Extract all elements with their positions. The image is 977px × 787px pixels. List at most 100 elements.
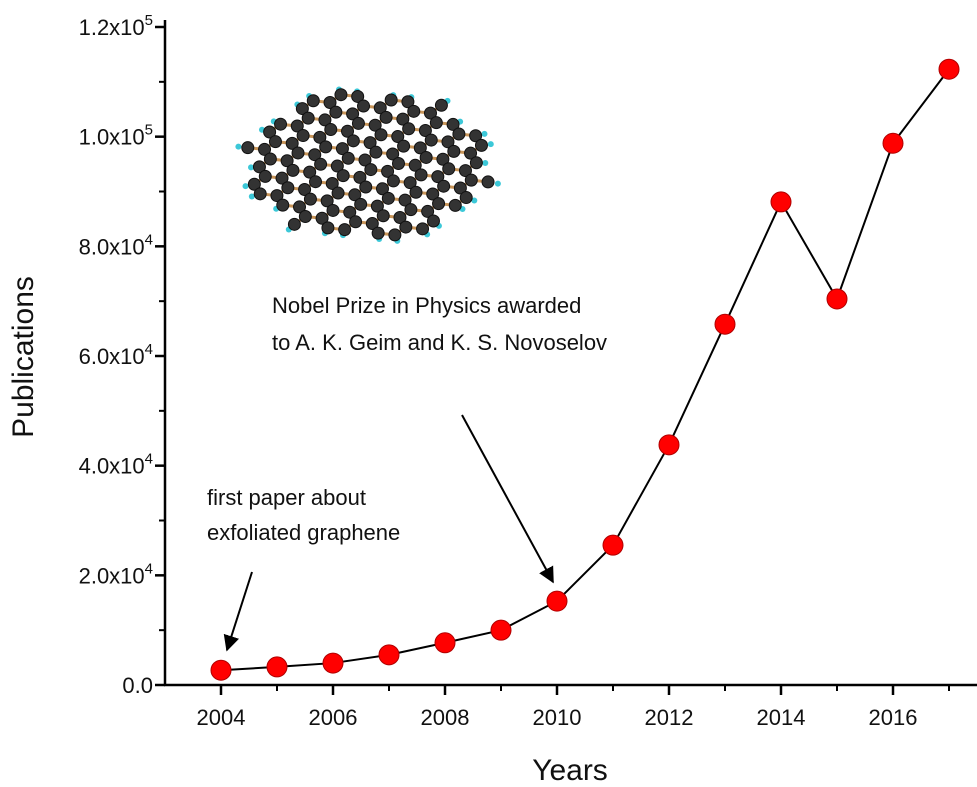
atom	[389, 229, 401, 241]
atom	[470, 157, 482, 169]
atom	[337, 170, 349, 182]
y-tick-exponent: 4	[145, 231, 153, 248]
atom	[330, 106, 342, 118]
atom	[275, 118, 287, 130]
x-axis-title: Years	[532, 754, 608, 787]
y-tick-label: 2.0x104	[79, 560, 153, 588]
y-tick-exponent: 4	[145, 341, 153, 358]
hydrogen	[495, 181, 501, 187]
x-tick-label: 2012	[645, 705, 694, 730]
y-tick-label: 8.0x104	[79, 231, 153, 259]
chart: Publications Years first paper about exf…	[0, 0, 977, 787]
atom	[350, 216, 362, 228]
atom	[372, 227, 384, 239]
atom	[392, 158, 404, 170]
atom	[427, 215, 439, 227]
atom	[297, 130, 309, 142]
atom	[269, 136, 281, 148]
atom	[254, 188, 266, 200]
x-tick-label: 2008	[421, 705, 470, 730]
atom	[327, 204, 339, 216]
atom	[420, 151, 432, 163]
y-tick-label: 0.0	[122, 673, 153, 698]
data-point	[715, 314, 735, 334]
data-line	[221, 69, 949, 670]
annotation: first paper about	[207, 485, 366, 510]
hydrogen	[488, 141, 494, 147]
annotation-arrow	[462, 415, 553, 582]
atom	[448, 145, 460, 157]
atom	[408, 105, 420, 117]
data-point	[771, 192, 791, 212]
y-tick-mantissa: 6.0x10	[79, 344, 145, 369]
annotation: Nobel Prize in Physics awarded	[272, 293, 581, 318]
atom	[435, 99, 447, 111]
y-tick-exponent: 4	[145, 451, 153, 468]
hydrogen	[243, 183, 249, 189]
data-point	[883, 133, 903, 153]
hydrogen	[235, 144, 241, 150]
data-point	[267, 657, 287, 677]
atom	[259, 170, 271, 182]
y-tick-exponent: 5	[145, 12, 153, 29]
atom	[425, 134, 437, 146]
atom	[332, 187, 344, 199]
data-point	[827, 289, 847, 309]
atom	[417, 223, 429, 235]
x-tick-label: 2004	[197, 705, 246, 730]
atom	[282, 182, 294, 194]
y-tick-exponent: 5	[145, 122, 153, 139]
graphene-illustration	[235, 86, 500, 243]
data-point	[939, 59, 959, 79]
atom	[405, 204, 417, 216]
atom	[299, 211, 311, 223]
atom	[288, 218, 300, 230]
x-tick-label: 2006	[309, 705, 358, 730]
data-point	[323, 653, 343, 673]
y-tick-label: 6.0x104	[79, 341, 153, 369]
atom	[352, 117, 364, 129]
annotation-arrow	[227, 572, 252, 650]
atom	[460, 192, 472, 204]
atom	[292, 147, 304, 159]
atom	[264, 153, 276, 165]
atom	[403, 123, 415, 135]
atom	[358, 100, 370, 112]
atom	[315, 158, 327, 170]
atom	[347, 135, 359, 147]
atom	[302, 112, 314, 124]
atom	[277, 199, 289, 211]
atom	[380, 111, 392, 123]
hydrogen	[481, 131, 487, 137]
page: Publications Years first paper about exf…	[0, 0, 977, 787]
atom	[387, 175, 399, 187]
data-point	[547, 591, 567, 611]
y-tick-label: 4.0x104	[79, 451, 153, 479]
atom	[443, 163, 455, 175]
atom	[335, 89, 347, 101]
atom	[385, 94, 397, 106]
data-point	[435, 633, 455, 653]
atom	[382, 192, 394, 204]
atom	[465, 174, 477, 186]
y-tick-mantissa: 1.2x10	[79, 15, 145, 40]
y-tick-mantissa: 2.0x10	[79, 563, 145, 588]
y-tick-mantissa: 8.0x10	[79, 234, 145, 259]
atom	[322, 222, 334, 234]
x-tick-label: 2016	[869, 705, 918, 730]
atom	[375, 129, 387, 141]
atom	[415, 169, 427, 181]
hydrogen	[482, 160, 488, 166]
atom	[438, 180, 450, 192]
data-point	[659, 435, 679, 455]
data-point	[211, 660, 231, 680]
atom	[360, 181, 372, 193]
atom	[430, 117, 442, 129]
atom	[342, 152, 354, 164]
x-tick-label: 2014	[757, 705, 806, 730]
atom	[304, 193, 316, 205]
atom	[400, 221, 412, 233]
data-point	[603, 535, 623, 555]
atom	[453, 128, 465, 140]
atom	[449, 199, 461, 211]
